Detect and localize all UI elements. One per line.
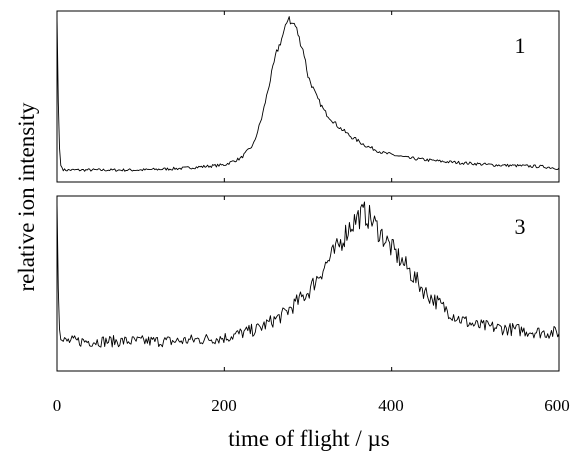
x-tick-label-0: 0 [53,396,62,415]
panel-3-frame [57,196,559,371]
panel-1-label: 1 [515,33,526,58]
panel-1-frame [57,11,559,182]
panel-3-trace [57,201,559,347]
x-tick-label-400: 400 [378,396,404,415]
panel-1-x-ticks [57,11,559,182]
panel-1-trace [57,16,559,171]
panel-3-label: 3 [515,214,526,239]
x-axis-label: time of flight / µs [228,426,390,451]
x-tick-label-600: 600 [544,396,570,415]
panel-1: 1 [57,11,559,182]
panel-3-x-ticks [57,196,559,371]
panel-3: 3 [57,196,559,371]
y-axis-label: relative ion intensity [14,102,39,292]
x-tick-label-200: 200 [211,396,237,415]
